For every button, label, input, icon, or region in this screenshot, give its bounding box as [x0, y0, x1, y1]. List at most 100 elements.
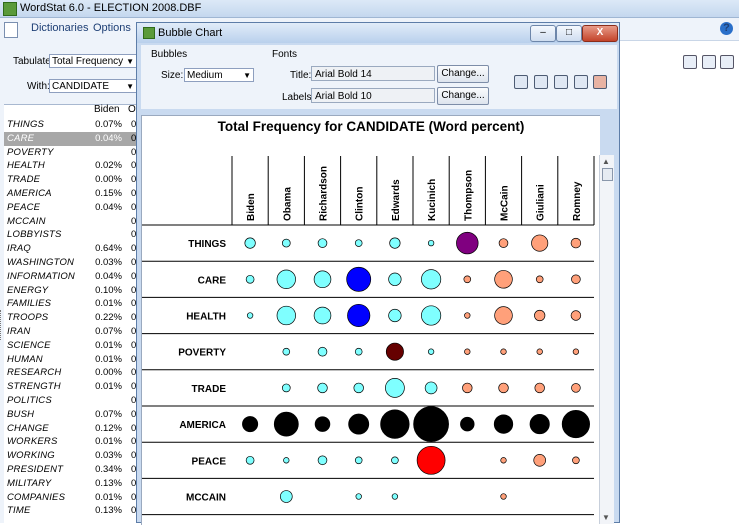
word-label: STRENGTH [7, 381, 61, 393]
word-row[interactable]: WORKERS 0.01% 0 [4, 435, 140, 449]
word-row[interactable]: HEALTH 0.02% 0 [4, 159, 140, 173]
word-other-value: 0 [131, 188, 137, 199]
word-value: 0.10% [95, 284, 122, 296]
bubble [462, 382, 473, 394]
word-row[interactable]: TROOPS 0.22% 0 [4, 311, 140, 325]
word-row[interactable]: THINGS 0.07% 0 [4, 118, 140, 132]
word-label: AMERICA [7, 188, 52, 199]
word-row[interactable]: TRADE 0.00% 0 [4, 173, 140, 187]
word-other-value: 0 [131, 174, 137, 186]
bubble [313, 306, 332, 325]
close-button[interactable]: X [582, 25, 618, 42]
size-select-value: Medium [187, 70, 223, 81]
word-row[interactable]: WASHINGTON 0.03% 0 [4, 256, 140, 270]
change-title-font-button[interactable]: Change... [437, 65, 489, 83]
word-row[interactable]: CHANGE 0.12% 0 [4, 422, 140, 436]
bubble [391, 493, 399, 500]
word-row[interactable]: IRAN 0.07% 0 [4, 325, 140, 339]
word-value: 0.04% [95, 270, 122, 282]
word-row[interactable]: SCIENCE 0.01% 0 [4, 339, 140, 353]
bubble [421, 305, 442, 326]
word-row[interactable]: POLITICS 0 [4, 394, 140, 408]
help-icon[interactable]: ? [720, 22, 733, 35]
word-label: WASHINGTON [7, 257, 75, 268]
word-row[interactable]: FAMILIES 0.01% 0 [4, 297, 140, 311]
size-label: Size: [161, 70, 184, 81]
bubble [533, 454, 546, 467]
export-icon[interactable] [683, 55, 697, 69]
word-row[interactable]: BUSH 0.07% 0 [4, 408, 140, 422]
bubble [494, 306, 513, 325]
word-value: 0.00% [95, 174, 122, 186]
with-select[interactable]: CANDIDATE ▼ [49, 79, 137, 93]
word-row[interactable]: CARE 0.04% 0 [4, 131, 140, 146]
word-value: 0.01% [95, 298, 122, 310]
word-row[interactable]: COMPANIES 0.01% 0 [4, 491, 140, 505]
word-row[interactable]: AMERICA 0.15% 0 [4, 187, 140, 201]
bubble [570, 310, 582, 321]
maximize-button[interactable]: □ [556, 25, 582, 42]
menu-dictionaries[interactable]: Dictionaries [31, 22, 89, 34]
word-row[interactable]: LOBBYISTS 0 [4, 228, 140, 242]
word-other-value: 0 [131, 132, 137, 144]
menu-options[interactable]: Options [93, 22, 131, 34]
word-value: 0.22% [95, 312, 122, 324]
word-row[interactable]: INFORMATION 0.04% 0 [4, 270, 140, 284]
word-other-value: 0 [131, 477, 137, 489]
word-other-value: 0 [131, 408, 137, 420]
bubble [389, 237, 401, 249]
column-header-other[interactable]: Ot [128, 104, 139, 115]
word-row[interactable]: IRAQ 0.64% 0 [4, 242, 140, 256]
word-value: 0.64% [95, 243, 122, 255]
bubble [424, 381, 438, 395]
tabulate-select[interactable]: Total Frequency ▼ [49, 54, 137, 68]
bubble [464, 312, 471, 319]
word-row[interactable]: PRESIDENT 0.34% 0 [4, 463, 140, 477]
row-label: TRADE [192, 384, 227, 395]
word-label: PEACE [7, 201, 41, 213]
labels-font-label: Labels: [282, 92, 315, 103]
scroll-thumb[interactable] [602, 168, 613, 181]
minimize-button[interactable]: – [530, 25, 556, 42]
scroll-up-icon[interactable]: ▲ [602, 157, 610, 166]
word-row[interactable]: MCCAIN 0 [4, 215, 140, 229]
title-font-field: Arial Bold 14 [311, 66, 435, 81]
exit-icon[interactable] [593, 75, 607, 89]
size-select[interactable]: Medium ▼ [184, 68, 254, 82]
scroll-down-icon[interactable]: ▼ [602, 513, 610, 522]
word-value: 0.34% [95, 464, 122, 475]
word-row[interactable]: PEACE 0.04% 0 [4, 201, 140, 215]
bubble [421, 269, 442, 290]
camera-icon[interactable] [574, 75, 588, 89]
bubble [280, 490, 293, 503]
word-other-value: 0 [131, 326, 137, 337]
word-row[interactable]: ENERGY 0.10% 0 [4, 284, 140, 298]
bubble [313, 270, 332, 289]
dialog-title-bar[interactable]: Bubble Chart – □ X [137, 23, 619, 43]
word-row[interactable]: TIME 0.13% 0 [4, 504, 140, 518]
word-value: 0.04% [95, 201, 122, 213]
print-icon[interactable] [720, 55, 734, 69]
word-row[interactable]: HUMAN 0.01% 0 [4, 353, 140, 367]
word-label: MILITARY [7, 477, 52, 489]
print-icon[interactable] [554, 75, 568, 89]
word-row[interactable]: MILITARY 0.13% 0 [4, 477, 140, 491]
word-row[interactable]: RESEARCH 0.00% 0 [4, 366, 140, 380]
word-label: CARE [7, 132, 35, 144]
word-value: 0.01% [95, 381, 122, 393]
word-row[interactable]: POVERTY 0 [4, 146, 140, 160]
bubble [283, 457, 290, 464]
word-row[interactable]: WORKING 0.03% 0 [4, 449, 140, 463]
vertical-scrollbar[interactable]: ▲ ▼ [599, 155, 614, 524]
word-value: 0.02% [95, 160, 122, 172]
chevron-down-icon: ▼ [243, 71, 251, 80]
word-row[interactable]: STRENGTH 0.01% 0 [4, 380, 140, 394]
export-icon[interactable] [514, 75, 528, 89]
column-header-biden[interactable]: Biden [94, 104, 120, 115]
panel-splitter[interactable] [0, 310, 4, 340]
save-icon[interactable] [702, 55, 716, 69]
change-labels-font-button[interactable]: Change... [437, 87, 489, 105]
document-icon[interactable] [4, 22, 18, 38]
word-value: 0.01% [95, 353, 122, 365]
save-icon[interactable] [534, 75, 548, 89]
